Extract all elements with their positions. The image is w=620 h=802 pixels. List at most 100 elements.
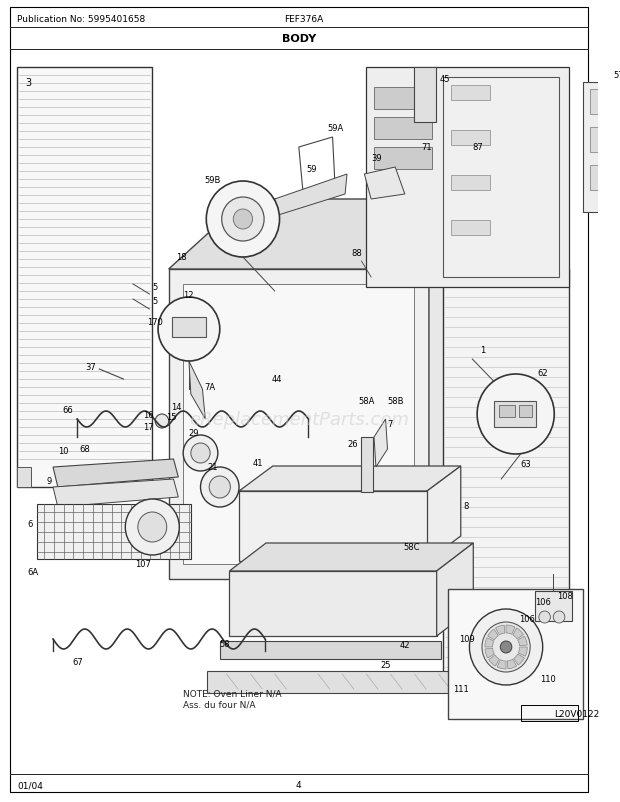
Text: 106: 106 bbox=[518, 614, 534, 623]
Bar bbox=[17, 68, 153, 488]
Text: 12: 12 bbox=[183, 290, 193, 300]
Text: 7A: 7A bbox=[205, 383, 216, 392]
Circle shape bbox=[233, 210, 252, 229]
Text: 88: 88 bbox=[352, 249, 363, 257]
Polygon shape bbox=[17, 468, 31, 488]
Bar bbox=[374, 88, 432, 110]
Text: 106: 106 bbox=[535, 597, 551, 606]
Wedge shape bbox=[513, 628, 523, 639]
Text: 42: 42 bbox=[400, 641, 410, 650]
Text: 6: 6 bbox=[27, 520, 32, 529]
Wedge shape bbox=[518, 647, 527, 657]
Bar bbox=[374, 118, 432, 140]
Text: 44: 44 bbox=[272, 375, 282, 384]
Text: 6A: 6A bbox=[27, 567, 38, 577]
Text: 29: 29 bbox=[188, 428, 198, 437]
Bar bbox=[451, 86, 490, 101]
Bar bbox=[590, 166, 620, 191]
Bar bbox=[590, 128, 620, 153]
Text: 62: 62 bbox=[538, 369, 549, 378]
Circle shape bbox=[138, 512, 167, 542]
Text: 17: 17 bbox=[143, 423, 153, 432]
Text: 15: 15 bbox=[166, 413, 176, 422]
Polygon shape bbox=[229, 543, 473, 571]
Text: 58C: 58C bbox=[403, 543, 419, 552]
Text: 87: 87 bbox=[472, 144, 483, 152]
Text: 58: 58 bbox=[219, 639, 231, 648]
Text: 5: 5 bbox=[153, 297, 157, 306]
Polygon shape bbox=[272, 175, 347, 217]
Text: 3: 3 bbox=[490, 659, 497, 669]
Text: 25: 25 bbox=[381, 660, 391, 669]
Circle shape bbox=[158, 298, 219, 362]
Circle shape bbox=[222, 198, 264, 241]
Bar bbox=[169, 269, 429, 579]
Bar bbox=[590, 90, 620, 115]
Polygon shape bbox=[365, 168, 405, 200]
Text: 8: 8 bbox=[464, 501, 469, 510]
Text: 109: 109 bbox=[459, 634, 474, 644]
Circle shape bbox=[191, 444, 210, 464]
Bar bbox=[374, 148, 432, 170]
Circle shape bbox=[539, 611, 551, 623]
Polygon shape bbox=[427, 467, 461, 561]
Wedge shape bbox=[518, 636, 527, 646]
Text: 57: 57 bbox=[614, 71, 620, 80]
Polygon shape bbox=[374, 419, 388, 468]
Text: 10: 10 bbox=[58, 447, 68, 456]
Bar bbox=[494, 402, 536, 427]
Text: 7: 7 bbox=[388, 420, 393, 429]
Text: 63: 63 bbox=[521, 460, 531, 468]
Polygon shape bbox=[239, 467, 461, 492]
Bar bbox=[172, 318, 206, 338]
Circle shape bbox=[553, 611, 565, 623]
Wedge shape bbox=[506, 626, 515, 634]
Text: 66: 66 bbox=[63, 406, 73, 415]
Bar bbox=[361, 437, 373, 492]
Wedge shape bbox=[489, 655, 499, 666]
Polygon shape bbox=[169, 200, 506, 269]
Text: 01/04: 01/04 bbox=[17, 780, 43, 789]
Wedge shape bbox=[497, 660, 506, 669]
Polygon shape bbox=[429, 200, 506, 579]
Text: 170: 170 bbox=[148, 318, 163, 326]
Bar bbox=[518, 406, 532, 418]
Text: eReplacementParts.com: eReplacementParts.com bbox=[189, 411, 409, 428]
Circle shape bbox=[206, 182, 280, 257]
Text: 68: 68 bbox=[193, 444, 203, 453]
Text: 59B: 59B bbox=[204, 176, 220, 184]
Bar bbox=[229, 571, 436, 636]
Text: FEF376A: FEF376A bbox=[285, 15, 324, 25]
Bar bbox=[451, 131, 490, 146]
Wedge shape bbox=[485, 638, 494, 647]
Text: 108: 108 bbox=[557, 591, 573, 600]
Text: 37: 37 bbox=[85, 363, 95, 372]
Circle shape bbox=[500, 642, 512, 653]
Circle shape bbox=[183, 435, 218, 472]
Bar bbox=[415, 68, 436, 123]
Bar bbox=[443, 269, 569, 689]
Text: BODY: BODY bbox=[281, 34, 316, 44]
Text: 68: 68 bbox=[79, 444, 90, 453]
Text: 67: 67 bbox=[73, 657, 83, 666]
Text: 1: 1 bbox=[480, 346, 485, 354]
Text: 14: 14 bbox=[172, 403, 182, 412]
Bar bbox=[451, 176, 490, 191]
Text: 41: 41 bbox=[252, 459, 263, 468]
Wedge shape bbox=[488, 630, 498, 640]
Text: NOTE: Oven Liner N/A
Ass. du four N/A: NOTE: Oven Liner N/A Ass. du four N/A bbox=[183, 689, 281, 708]
Polygon shape bbox=[436, 543, 473, 636]
Wedge shape bbox=[495, 626, 505, 635]
Text: 26: 26 bbox=[347, 439, 358, 448]
Text: 4: 4 bbox=[296, 780, 302, 789]
Bar bbox=[583, 83, 620, 213]
Bar bbox=[219, 642, 441, 659]
Text: 71: 71 bbox=[421, 144, 432, 152]
Circle shape bbox=[125, 500, 179, 555]
Wedge shape bbox=[485, 648, 494, 658]
Polygon shape bbox=[53, 480, 179, 508]
Polygon shape bbox=[189, 362, 205, 419]
Bar bbox=[535, 591, 572, 622]
Text: 5: 5 bbox=[153, 283, 157, 292]
Text: 3: 3 bbox=[25, 78, 31, 88]
